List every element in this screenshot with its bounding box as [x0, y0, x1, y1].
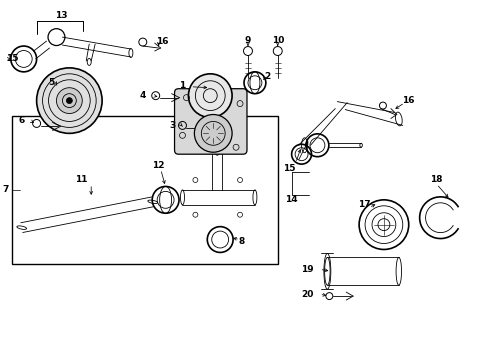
Text: 16: 16	[156, 37, 169, 46]
Bar	[12, 116, 278, 264]
Text: 18: 18	[430, 175, 443, 184]
Text: 11: 11	[75, 175, 88, 184]
Text: 6: 6	[19, 116, 25, 125]
Circle shape	[66, 98, 73, 104]
Text: 15: 15	[283, 163, 296, 172]
Text: 7: 7	[2, 185, 9, 194]
Circle shape	[189, 74, 232, 117]
Text: 13: 13	[55, 11, 68, 20]
Circle shape	[195, 114, 232, 152]
Text: 1: 1	[179, 81, 186, 90]
Text: 10: 10	[271, 36, 284, 45]
Text: 14: 14	[285, 195, 298, 204]
Text: 16: 16	[402, 96, 415, 105]
Text: 2: 2	[265, 72, 271, 81]
Text: 12: 12	[152, 161, 165, 170]
Text: 5: 5	[49, 78, 54, 87]
Text: 3: 3	[170, 121, 176, 130]
Text: 8: 8	[239, 237, 245, 246]
FancyBboxPatch shape	[174, 89, 247, 154]
Text: 4: 4	[140, 91, 146, 100]
Circle shape	[37, 68, 102, 133]
Text: 9: 9	[245, 36, 251, 45]
Text: 17: 17	[358, 200, 370, 209]
Text: 15: 15	[5, 54, 18, 63]
Circle shape	[56, 88, 82, 113]
Text: 19: 19	[301, 265, 314, 274]
Text: 20: 20	[301, 289, 314, 298]
